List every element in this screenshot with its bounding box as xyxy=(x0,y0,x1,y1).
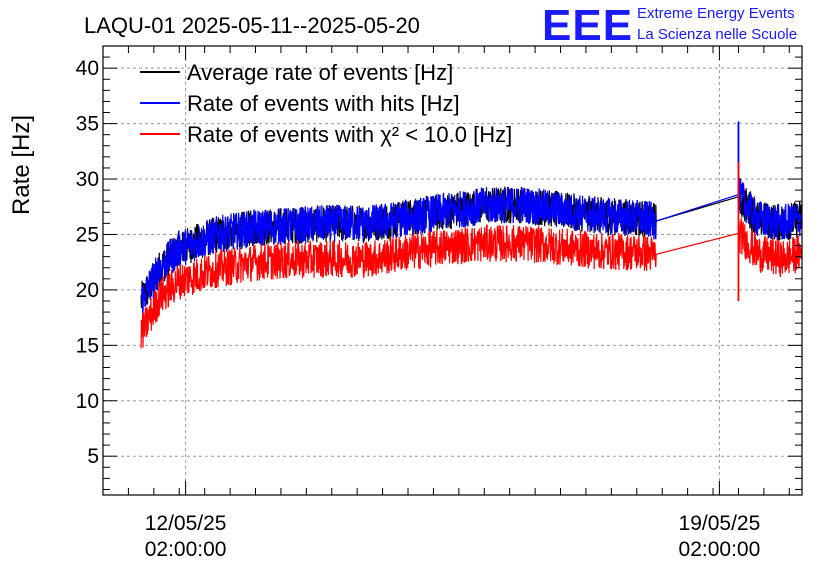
eee-logo: EEE xyxy=(542,1,633,50)
legend-label-1: Rate of events with hits [Hz] xyxy=(187,91,460,116)
series-group xyxy=(140,121,803,349)
y-tick-label: 40 xyxy=(76,57,99,80)
y-tick-label: 5 xyxy=(87,445,99,468)
y-tick-label: 25 xyxy=(76,223,99,246)
x-tick-date: 19/05/25 xyxy=(679,512,761,535)
y-tick-label: 35 xyxy=(76,113,99,136)
y-tick-label: 10 xyxy=(76,390,99,413)
y-tick-label: 30 xyxy=(76,168,99,191)
legend: Average rate of events [Hz] Rate of event… xyxy=(140,60,512,147)
chart-title: LAQU-01 2025-05-11--2025-05-20 xyxy=(84,13,420,38)
plot-frame xyxy=(102,45,803,496)
logo-line-1: Extreme Energy Events xyxy=(637,5,795,22)
y-axis-label: Rate [Hz] xyxy=(8,115,35,215)
x-tick-time: 02:00:00 xyxy=(679,538,761,561)
series-line-2 xyxy=(140,218,803,349)
legend-label-0: Average rate of events [Hz] xyxy=(187,60,453,85)
legend-label-2: Rate of events with χ² < 10.0 [Hz] xyxy=(187,122,512,147)
y-tick-label: 15 xyxy=(76,334,99,357)
logo-line-2: La Scienza nelle Scuole xyxy=(637,26,797,43)
series-line-1 xyxy=(140,177,803,316)
y-tick-label: 20 xyxy=(76,279,99,302)
x-tick-date: 12/05/25 xyxy=(145,512,227,535)
axes: 5 10 15 20 25 30 35 40 12/05/25 02:00:00 19/05/25 0… xyxy=(76,45,803,561)
x-tick-time: 02:00:00 xyxy=(145,538,227,561)
